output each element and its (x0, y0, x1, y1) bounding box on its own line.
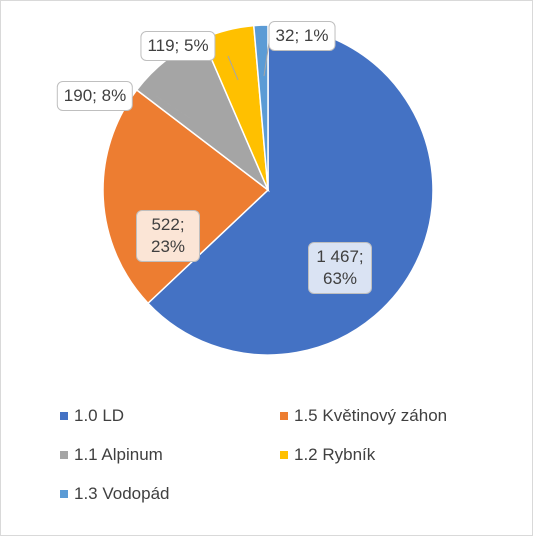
legend-label: 1.3 Vodopád (74, 484, 170, 503)
legend-item: 1.5 Květinový záhon (280, 406, 447, 426)
legend-item: 1.1 Alpinum (60, 445, 163, 465)
legend-swatch (60, 490, 68, 498)
legend-swatch (280, 412, 288, 420)
legend-item: 1.0 LD (60, 406, 124, 426)
legend-label: 1.2 Rybník (294, 445, 376, 464)
legend-label: 1.1 Alpinum (74, 445, 163, 464)
legend-item: 1.2 Rybník (280, 445, 375, 465)
leader-line (155, 95, 191, 119)
legend-swatch (280, 451, 288, 459)
legend-label: 1.5 Květinový záhon (294, 406, 448, 425)
legend-swatch (60, 412, 68, 420)
legend-item: 1.3 Vodopád (60, 484, 169, 504)
data-label: 119; 5% (140, 31, 216, 61)
data-label: 1 467; 63% (308, 242, 372, 294)
data-label: 522; 23% (136, 210, 200, 262)
data-label: 32; 1% (268, 21, 336, 51)
pie-slice (252, 24, 269, 191)
legend-label: 1.0 LD (74, 406, 125, 425)
leader-line (227, 55, 239, 81)
data-label: 190; 8% (56, 81, 134, 111)
legend-swatch (60, 451, 68, 459)
